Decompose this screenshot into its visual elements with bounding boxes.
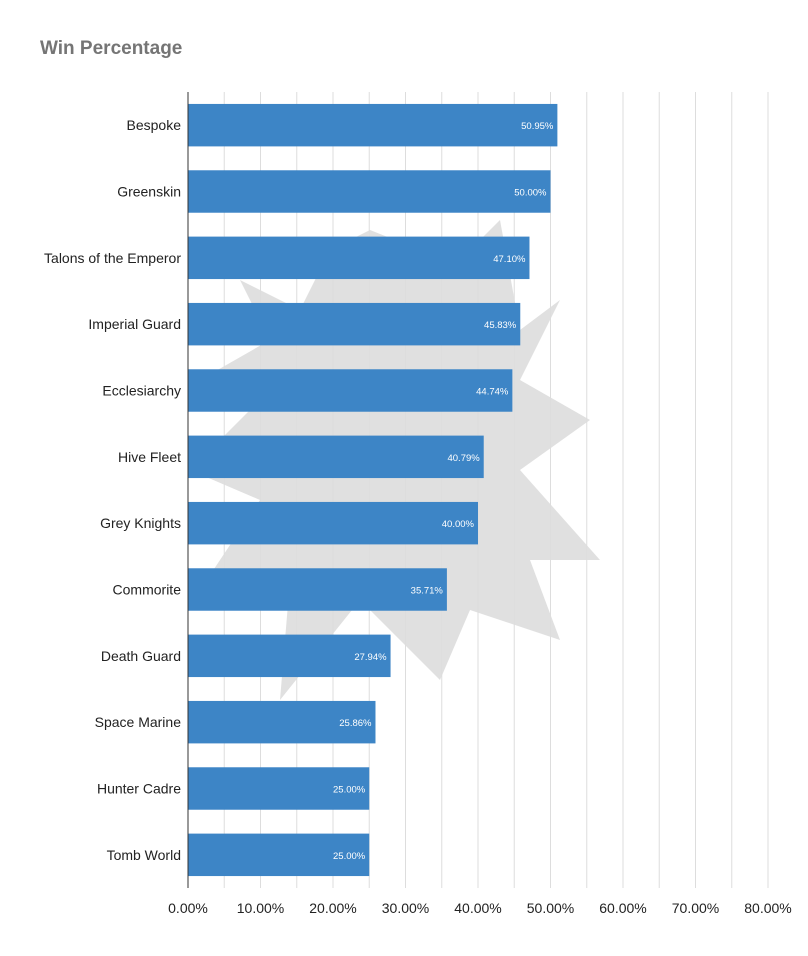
category-label: Tomb World — [107, 847, 181, 863]
x-tick-label: 40.00% — [454, 900, 501, 916]
bar — [188, 833, 370, 877]
bar — [188, 302, 521, 346]
x-tick-label: 70.00% — [672, 900, 719, 916]
bar — [188, 369, 513, 412]
bar — [188, 435, 484, 479]
x-tick-label: 50.00% — [527, 900, 574, 916]
x-tick-label: 20.00% — [309, 900, 356, 916]
data-label: 25.00% — [333, 851, 366, 862]
bar — [188, 700, 376, 744]
bar — [188, 236, 530, 280]
x-tick-label: 0.00% — [168, 900, 208, 916]
category-label: Ecclesiarchy — [102, 383, 181, 399]
data-label: 25.86% — [339, 718, 372, 729]
category-label: Talons of the Emperor — [44, 250, 181, 266]
category-label: Hunter Cadre — [97, 781, 181, 797]
x-axis-ticks: 0.00% 10.00% 20.00% 30.00% 40.00% 50.00% 60.00… — [168, 900, 792, 916]
bar — [188, 103, 558, 147]
data-label: 50.00% — [514, 188, 547, 199]
category-label: Imperial Guard — [88, 316, 181, 332]
grid-lines — [187, 92, 769, 888]
category-label: Greenskin — [117, 184, 181, 200]
category-label: Death Guard — [101, 648, 181, 664]
data-label: 40.00% — [442, 519, 475, 530]
bar — [188, 767, 370, 810]
data-label: 50.95% — [521, 121, 554, 132]
x-tick-label: 30.00% — [382, 900, 429, 916]
data-label: 45.83% — [484, 320, 517, 331]
chart-title: Win Percentage — [40, 38, 183, 59]
data-label: 27.94% — [354, 652, 387, 663]
x-tick-label: 60.00% — [599, 900, 646, 916]
bar — [188, 634, 391, 678]
category-label: Hive Fleet — [118, 449, 181, 465]
bars-group — [188, 103, 558, 877]
data-label: 25.00% — [333, 785, 366, 796]
x-tick-label: 80.00% — [744, 900, 791, 916]
x-tick-label: 10.00% — [237, 900, 284, 916]
category-label: Bespoke — [127, 117, 182, 133]
category-label: Grey Knights — [100, 515, 181, 531]
bar — [188, 568, 447, 611]
data-label: 47.10% — [493, 254, 526, 265]
category-label: Commorite — [113, 582, 182, 598]
category-labels: Bespoke Greenskin Talons of the Emperor Imp… — [44, 117, 181, 863]
category-label: Space Marine — [95, 714, 182, 730]
data-labels: 50.95% 50.00% 47.10% 45.83% 44.74% 40.79% 40.0… — [333, 121, 554, 862]
data-label: 40.79% — [447, 453, 480, 464]
bar — [188, 501, 478, 545]
data-label: 35.71% — [411, 586, 444, 597]
bar — [188, 170, 551, 213]
data-label: 44.74% — [476, 387, 509, 398]
